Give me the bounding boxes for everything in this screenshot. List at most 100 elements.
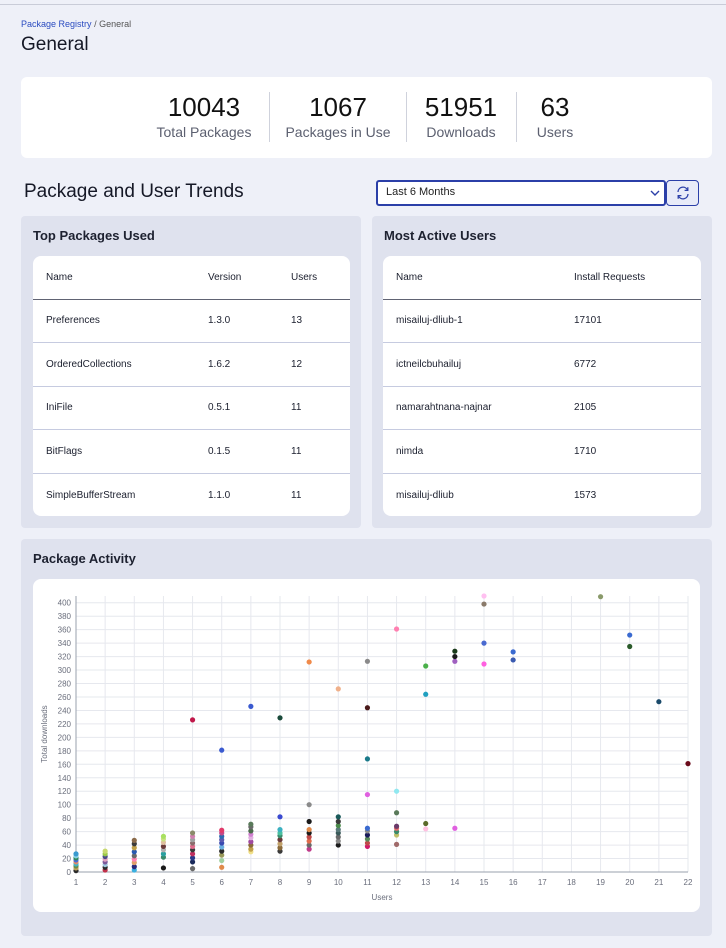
data-point bbox=[335, 686, 341, 692]
table-header-row: Name Version Users bbox=[33, 256, 350, 300]
data-point bbox=[364, 791, 371, 798]
data-point bbox=[189, 866, 196, 872]
cell-name: Preferences bbox=[33, 299, 208, 344]
table-row[interactable]: OrderedCollections 1.6.2 12 bbox=[33, 342, 350, 387]
column-header-version[interactable]: Version bbox=[208, 256, 291, 300]
data-point bbox=[306, 842, 312, 848]
table-row[interactable]: misailuj-dliub 1573 bbox=[383, 473, 701, 517]
cell-version: 0.1.5 bbox=[208, 429, 291, 474]
data-point bbox=[597, 594, 604, 600]
cell-version: 1.3.0 bbox=[208, 299, 291, 344]
data-point bbox=[131, 849, 137, 855]
data-point bbox=[306, 818, 312, 825]
cell-name: IniFile bbox=[33, 386, 208, 431]
stats-card: 10043 Total Packages 1067 Packages in Us… bbox=[21, 77, 712, 158]
stat-packages-in-use: 1067 Packages in Use bbox=[281, 91, 395, 140]
table-row[interactable]: IniFile 0.5.1 11 bbox=[33, 386, 350, 431]
data-point bbox=[219, 827, 225, 833]
data-point bbox=[335, 842, 341, 848]
x-tick-label: 13 bbox=[421, 878, 430, 887]
data-point bbox=[393, 841, 400, 847]
chevron-down-icon bbox=[650, 190, 660, 196]
table-row[interactable]: nimda 1710 bbox=[383, 429, 701, 474]
cell-users: 13 bbox=[291, 299, 350, 344]
data-point bbox=[364, 658, 371, 664]
breadcrumb-root-link[interactable]: Package Registry bbox=[21, 19, 92, 29]
x-tick-label: 1 bbox=[74, 878, 79, 887]
column-header-users[interactable]: Users bbox=[291, 256, 350, 300]
data-point bbox=[306, 838, 312, 844]
data-point bbox=[131, 864, 137, 870]
table-row[interactable]: SimpleBufferStream 1.1.0 11 bbox=[33, 473, 350, 517]
refresh-button[interactable] bbox=[666, 180, 699, 206]
cell-name: nimda bbox=[383, 429, 574, 474]
x-axis-label: Users bbox=[372, 893, 393, 902]
data-point bbox=[656, 699, 662, 705]
column-header-name[interactable]: Name bbox=[383, 256, 574, 300]
stat-total-packages: 10043 Total Packages bbox=[151, 91, 257, 140]
data-point bbox=[452, 658, 458, 664]
stat-downloads: 51951 Downloads bbox=[419, 91, 503, 140]
data-point bbox=[481, 640, 487, 646]
time-range-value: Last 6 Months bbox=[386, 186, 456, 198]
column-header-name[interactable]: Name bbox=[33, 256, 208, 300]
data-point bbox=[219, 848, 225, 854]
data-point bbox=[277, 837, 283, 843]
y-tick-label: 100 bbox=[58, 801, 72, 810]
data-point bbox=[219, 844, 225, 850]
page-title: General bbox=[21, 34, 89, 55]
table-row[interactable]: ictneilcbuhailuj 6772 bbox=[383, 342, 701, 387]
data-point bbox=[277, 814, 283, 820]
active-users-card: Name Install Requests misailuj-dliub-1 17… bbox=[383, 256, 701, 516]
data-point bbox=[627, 643, 633, 650]
active-users-table: Name Install Requests misailuj-dliub-1 17… bbox=[383, 256, 701, 517]
stat-divider bbox=[406, 92, 407, 142]
cell-install-requests: 6772 bbox=[574, 342, 701, 387]
table-row[interactable]: Preferences 1.3.0 13 bbox=[33, 299, 350, 344]
stat-value: 10043 bbox=[167, 92, 241, 122]
column-header-install-requests[interactable]: Install Requests bbox=[574, 256, 701, 300]
panel-title: Most Active Users bbox=[384, 228, 497, 243]
table-row[interactable]: misailuj-dliub-1 17101 bbox=[383, 299, 701, 344]
x-tick-label: 14 bbox=[450, 878, 459, 887]
data-point bbox=[73, 851, 79, 857]
time-range-select[interactable]: Last 6 Months bbox=[376, 180, 666, 206]
y-tick-label: 60 bbox=[62, 828, 71, 837]
stat-value: 1067 bbox=[309, 92, 367, 122]
data-point bbox=[423, 820, 429, 827]
cell-users: 11 bbox=[291, 489, 302, 501]
data-point bbox=[364, 832, 371, 838]
data-point bbox=[131, 837, 137, 843]
x-tick-label: 4 bbox=[161, 878, 166, 887]
x-tick-label: 22 bbox=[684, 878, 693, 887]
data-point bbox=[685, 761, 691, 767]
cell-version: 0.5.1 bbox=[208, 386, 291, 431]
data-point bbox=[423, 663, 429, 669]
data-point bbox=[481, 661, 487, 667]
data-point bbox=[219, 852, 225, 858]
y-tick-label: 300 bbox=[58, 666, 72, 675]
stat-label: Downloads bbox=[426, 124, 496, 140]
data-point bbox=[481, 593, 487, 599]
y-tick-label: 220 bbox=[58, 720, 72, 729]
cell-version: 1.6.2 bbox=[208, 342, 291, 387]
data-point bbox=[160, 833, 167, 839]
scatter-chart[interactable]: 1 2 3 4 5 6 7 8 9 10 11 12 13 14 15 16 17 18 19 20 21 2202040… bbox=[33, 579, 700, 912]
table-row[interactable]: BitFlags 0.1.5 11 bbox=[33, 429, 350, 474]
table-row[interactable]: namarahtnana-najnar 2105 bbox=[383, 386, 701, 431]
top-packages-table: Name Version Users Preferences 1.3.0 13 Or… bbox=[33, 256, 350, 517]
data-point bbox=[219, 864, 225, 870]
data-point bbox=[102, 848, 108, 854]
y-tick-label: 160 bbox=[58, 760, 72, 769]
data-point bbox=[335, 826, 341, 833]
data-point bbox=[335, 838, 341, 844]
cell-install-requests: 17101 bbox=[574, 299, 701, 344]
y-tick-label: 140 bbox=[58, 774, 72, 783]
panel-title: Top Packages Used bbox=[33, 228, 155, 243]
x-tick-label: 19 bbox=[596, 878, 605, 887]
x-tick-label: 17 bbox=[538, 878, 547, 887]
x-tick-label: 3 bbox=[132, 878, 137, 887]
data-point bbox=[160, 865, 167, 871]
cell-version: 1.1.0 bbox=[208, 489, 231, 501]
data-point bbox=[627, 632, 633, 638]
